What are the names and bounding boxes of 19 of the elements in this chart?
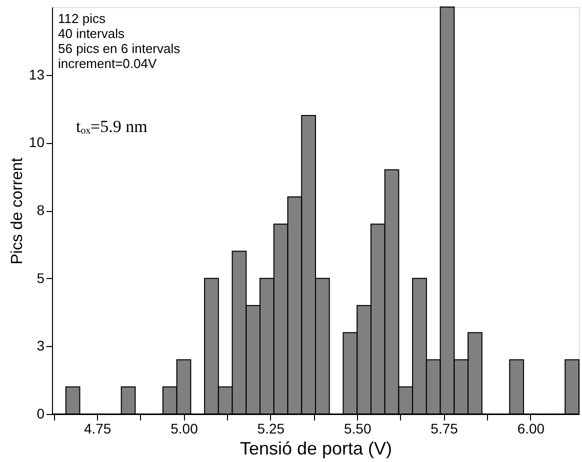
annotation: 40 intervals	[58, 26, 125, 41]
x-tick-label: 4.75	[84, 420, 112, 436]
x-tick-label: 5.00	[170, 420, 198, 436]
x-axis-title: Tensió de porta (V)	[240, 438, 392, 458]
y-tick-label: 10	[28, 134, 45, 150]
x-tick-label: 6.00	[517, 420, 545, 436]
y-tick-label: 5	[36, 270, 45, 286]
y-tick-label: 3	[36, 338, 45, 354]
annotation: increment=0.04V	[58, 56, 157, 71]
x-tick-label: 5.75	[430, 420, 458, 436]
annotation: 56 pics en 6 intervals	[58, 40, 181, 56]
y-tick-label: 8	[36, 202, 45, 218]
y-tick-label: 0	[36, 406, 45, 422]
annotation: tₒₓ=5.9 nm	[76, 117, 148, 136]
annotation: 112 pics	[58, 11, 106, 26]
y-axis-title: Pics de corrent	[8, 157, 26, 264]
x-tick-label: 5.50	[344, 420, 372, 436]
y-tick-label: 13	[28, 66, 45, 82]
x-tick-label: 5.25	[257, 420, 285, 436]
